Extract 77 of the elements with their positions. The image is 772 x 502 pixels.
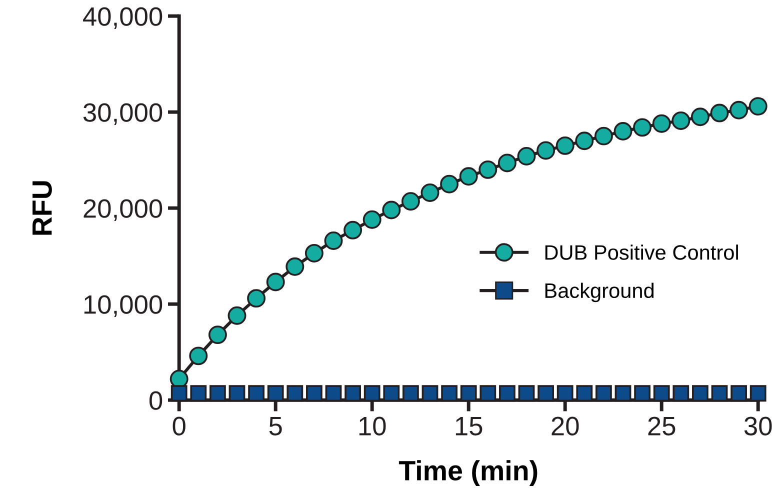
point [208, 326, 227, 344]
point [247, 289, 266, 308]
point [383, 385, 400, 402]
point [556, 136, 574, 155]
point [267, 385, 284, 402]
point [750, 385, 766, 402]
point [633, 118, 652, 137]
point [556, 385, 574, 402]
point [382, 200, 401, 220]
point [614, 122, 632, 141]
x-axis-title: Time (min) [398, 460, 538, 486]
legend-label: DUB Positive Control [545, 244, 738, 260]
y-tick-label: 10,000 [84, 295, 162, 318]
point [344, 220, 362, 240]
point [248, 385, 264, 402]
point [440, 174, 459, 194]
point [748, 97, 768, 116]
point [692, 385, 708, 402]
point [460, 385, 477, 402]
point [325, 385, 342, 402]
point [576, 385, 593, 402]
point [422, 385, 438, 402]
point [480, 385, 496, 402]
point [594, 126, 613, 146]
x-tick-label: 15 [456, 417, 482, 436]
point [575, 132, 594, 150]
point [364, 385, 380, 402]
x-tick-label: 25 [648, 416, 676, 436]
point [730, 100, 748, 120]
point [420, 183, 440, 202]
point [478, 160, 498, 179]
x-tick-label: 10 [359, 416, 386, 436]
point [711, 385, 728, 402]
point [730, 385, 747, 402]
legend-label: Background [545, 282, 654, 302]
point [401, 192, 420, 211]
x-tick-label: 5 [269, 417, 282, 436]
point [652, 114, 671, 133]
point [499, 385, 516, 402]
y-axis-title: RFU [32, 181, 52, 235]
point [538, 385, 554, 402]
x-tick-label: 20 [552, 416, 579, 436]
point [672, 385, 690, 402]
point [402, 385, 419, 402]
point [690, 108, 710, 126]
point [344, 385, 361, 402]
y-tick-label: 40,000 [83, 7, 162, 30]
point [228, 385, 246, 402]
point [459, 167, 478, 186]
y-tick-label: 20,000 [84, 199, 162, 222]
point [286, 257, 304, 276]
point [498, 154, 516, 172]
point [653, 385, 670, 402]
point [324, 231, 343, 250]
y-tick-label: 0 [149, 391, 162, 410]
point [517, 146, 536, 166]
point [518, 385, 535, 402]
point [536, 141, 556, 160]
point [190, 385, 207, 402]
y-tick-label: 30,000 [83, 103, 162, 126]
point [306, 385, 322, 402]
point [189, 346, 208, 366]
point [441, 385, 458, 402]
point [210, 385, 226, 402]
point [710, 104, 729, 122]
point [304, 244, 324, 262]
point [286, 385, 304, 402]
point [596, 385, 612, 402]
point [362, 210, 382, 229]
point [634, 385, 650, 402]
point [614, 385, 632, 402]
x-tick-label: 30 [744, 416, 772, 436]
point [228, 306, 246, 325]
point [170, 385, 188, 402]
x-tick-label: 0 [172, 416, 186, 436]
point [266, 272, 285, 292]
point [672, 111, 690, 130]
